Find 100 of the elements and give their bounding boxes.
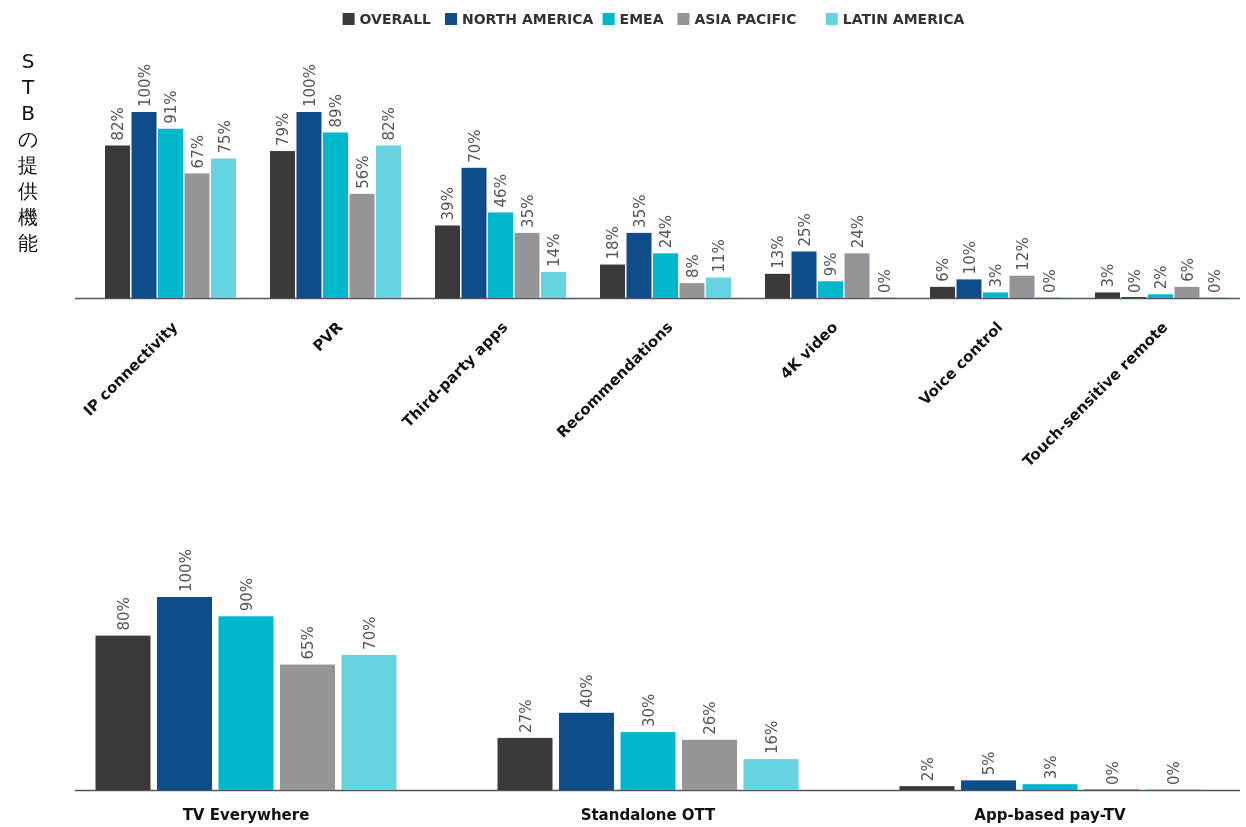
data-label: 24% <box>657 215 676 249</box>
data-label: 2% <box>1152 265 1171 290</box>
bar <box>1148 294 1173 298</box>
bar <box>514 232 540 298</box>
bar <box>497 737 553 790</box>
data-label: 12% <box>1014 237 1032 271</box>
bar <box>349 193 375 298</box>
data-label: 46% <box>492 174 511 208</box>
data-label: 16% <box>763 720 781 755</box>
bar <box>653 253 678 298</box>
data-label: 39% <box>439 187 458 221</box>
data-label: 0% <box>1126 269 1144 293</box>
data-label: 70% <box>361 616 379 650</box>
legend-label: ASIA PACIFIC <box>694 11 797 27</box>
data-label: 82% <box>380 107 399 141</box>
bar <box>961 780 1016 790</box>
x-tick-label: TV Everywhere <box>182 806 310 824</box>
bar <box>488 212 513 298</box>
bar <box>1095 292 1120 298</box>
data-label: 80% <box>115 597 133 631</box>
bar <box>105 145 130 298</box>
bar <box>435 225 460 298</box>
legend-label: LATIN AMERICA <box>842 11 965 27</box>
bar <box>211 158 236 298</box>
legend-label: EMEA <box>619 11 664 27</box>
data-label: 70% <box>466 129 484 163</box>
data-label: 90% <box>238 577 256 612</box>
data-label: 100% <box>176 549 195 592</box>
data-label: 91% <box>162 90 181 124</box>
bar <box>682 739 737 790</box>
bar <box>620 732 676 790</box>
bar <box>983 292 1008 298</box>
bar <box>158 128 183 298</box>
bar <box>956 279 982 298</box>
data-label: 9% <box>822 252 841 277</box>
data-label: 10% <box>961 241 979 275</box>
bar <box>270 151 295 298</box>
data-label: 40% <box>578 674 597 708</box>
data-label: 25% <box>796 213 814 247</box>
data-label: 0% <box>1040 269 1059 293</box>
data-label: 6% <box>1179 258 1197 282</box>
bar <box>1009 275 1035 298</box>
bar <box>600 264 625 298</box>
bar <box>376 145 401 298</box>
data-label: 0% <box>1103 761 1122 785</box>
x-tick-label: Standalone OTT <box>580 806 717 824</box>
data-label: 35% <box>631 194 649 228</box>
bar <box>1174 286 1200 298</box>
data-label: 11% <box>710 239 729 273</box>
bar <box>95 635 151 790</box>
data-label: 18% <box>604 226 623 260</box>
data-label: 5% <box>980 751 999 776</box>
data-label: 0% <box>1165 761 1183 785</box>
bar <box>461 167 487 298</box>
data-label: 30% <box>640 693 658 728</box>
bar <box>791 251 817 298</box>
data-label: 100% <box>136 64 154 107</box>
data-label: 13% <box>769 235 788 269</box>
bar <box>930 286 955 298</box>
data-label: 3% <box>1042 755 1060 780</box>
bar <box>157 597 212 790</box>
x-tick-label: App-based pay-TV <box>974 806 1127 824</box>
y-axis-title: STBの提供機能 <box>18 49 38 255</box>
bar <box>541 271 566 298</box>
bar <box>131 112 157 298</box>
bar <box>280 664 335 790</box>
data-label: 3% <box>987 263 1006 288</box>
data-label: 3% <box>1099 263 1118 288</box>
data-label: 2% <box>919 757 937 782</box>
bar <box>218 616 274 790</box>
data-label: 79% <box>274 112 293 147</box>
bar <box>184 173 210 298</box>
bar <box>323 132 348 298</box>
bar <box>559 712 614 790</box>
bar <box>899 786 955 790</box>
data-label: 75% <box>215 120 234 154</box>
legend-label: NORTH AMERICA <box>462 11 594 27</box>
bar <box>743 759 799 790</box>
data-label: 0% <box>1205 269 1224 293</box>
bar <box>679 283 705 298</box>
bar <box>844 253 870 298</box>
data-label: 35% <box>519 194 537 228</box>
data-label: 82% <box>109 107 128 141</box>
legend-label: OVERALL <box>359 11 432 27</box>
data-label: 0% <box>875 269 894 293</box>
data-label: 67% <box>189 135 207 169</box>
bar <box>1022 784 1078 790</box>
data-label: 65% <box>299 626 318 660</box>
bar <box>765 273 790 298</box>
data-label: 26% <box>701 701 720 735</box>
bar <box>626 232 652 298</box>
data-label: 27% <box>517 699 535 733</box>
data-label: 14% <box>545 233 564 267</box>
bar <box>341 654 397 790</box>
data-label: 100% <box>301 64 319 107</box>
data-label: 56% <box>354 155 372 189</box>
bar <box>296 112 322 298</box>
data-label: 6% <box>934 258 953 282</box>
data-label: 8% <box>684 254 702 279</box>
bar <box>706 277 731 298</box>
